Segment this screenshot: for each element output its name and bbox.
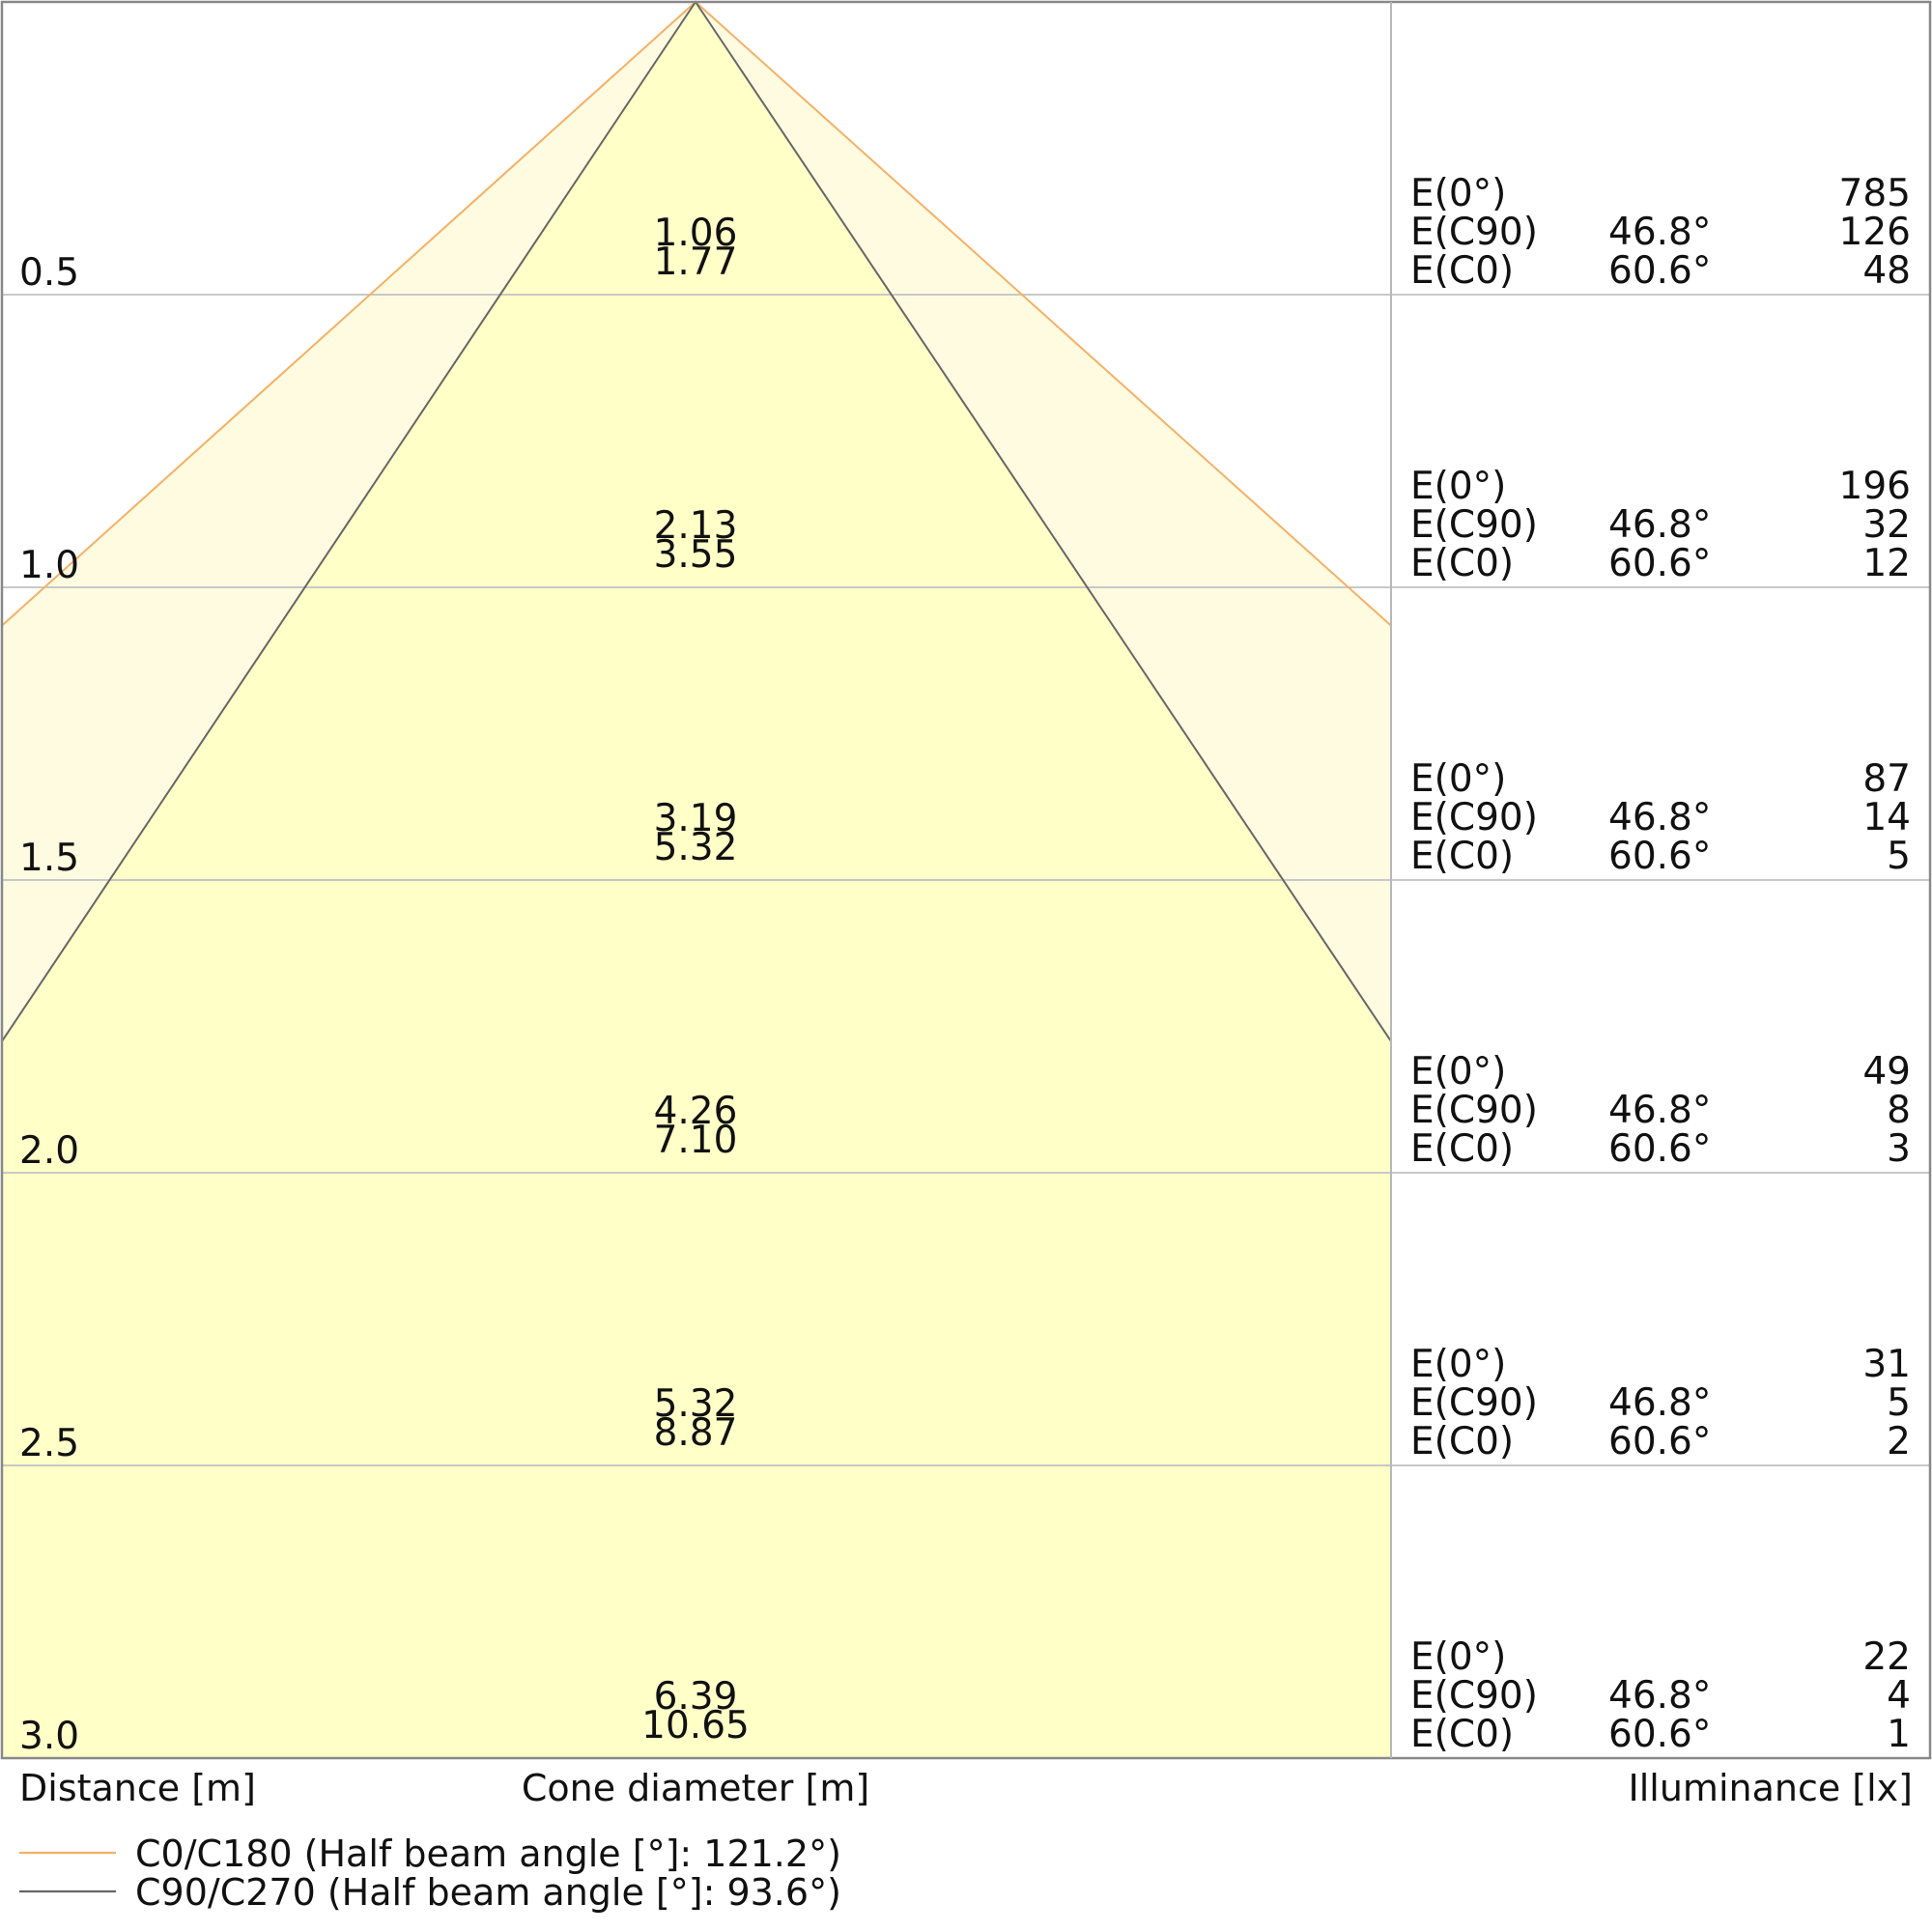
illuminance-value: 2 bbox=[1887, 1420, 1911, 1463]
illuminance-value: 8 bbox=[1887, 1089, 1911, 1132]
plot-border bbox=[0, 0, 1932, 1760]
distance-axis-label: Distance [m] bbox=[19, 1767, 256, 1809]
illuminance-value: 785 bbox=[1839, 172, 1911, 215]
distance-row: 0.5 1.061.77 E(0°) 785 E(C90) 46.8° 126 E(C0) 60… bbox=[19, 172, 1911, 295]
legend-label-c0: C0/C180 (Half beam angle [°]: 121.2°) bbox=[135, 1833, 841, 1875]
illuminance-angle: 46.8° bbox=[1608, 211, 1711, 254]
distance-tick-label: 2.0 bbox=[19, 1129, 79, 1173]
illuminance-value: 14 bbox=[1862, 796, 1911, 839]
cone-diameter-c90: 6.39 bbox=[654, 1675, 738, 1719]
illuminance-row-label: E(0°) bbox=[1410, 757, 1506, 801]
illuminance-value: 196 bbox=[1839, 465, 1911, 508]
illuminance-row-label: E(0°) bbox=[1410, 465, 1506, 508]
illuminance-value: 31 bbox=[1862, 1343, 1911, 1386]
illuminance-angle: 60.6° bbox=[1608, 1420, 1711, 1463]
distance-tick-label: 3.0 bbox=[19, 1715, 79, 1758]
illuminance-row-label: E(C90) bbox=[1410, 503, 1538, 547]
illuminance-angle: 60.6° bbox=[1608, 835, 1711, 878]
distance-rows: 0.5 1.061.77 E(0°) 785 E(C90) 46.8° 126 E(C0) 60… bbox=[19, 172, 1911, 1758]
illuminance-value: 126 bbox=[1839, 211, 1911, 254]
illuminance-row-label: E(0°) bbox=[1410, 1343, 1506, 1386]
illuminance-value: 4 bbox=[1887, 1674, 1911, 1718]
illuminance-angle: 46.8° bbox=[1608, 1089, 1711, 1132]
distance-row: 1.0 2.133.55 E(0°) 196 E(C90) 46.8° 32 E(C0) 60.… bbox=[19, 465, 1911, 587]
illuminance-row-label: E(C0) bbox=[1410, 1127, 1514, 1171]
cone-diameter-c90: 4.26 bbox=[654, 1090, 738, 1133]
illuminance-row-label: E(C90) bbox=[1410, 211, 1538, 254]
illuminance-angle: 46.8° bbox=[1608, 796, 1711, 839]
distance-tick-label: 1.0 bbox=[19, 544, 79, 587]
illuminance-row-label: E(C0) bbox=[1410, 1713, 1514, 1756]
cone-diameter-axis-label: Cone diameter [m] bbox=[522, 1767, 869, 1809]
grid-lines bbox=[2, 294, 1930, 1466]
illuminance-row-label: E(C90) bbox=[1410, 1674, 1538, 1718]
distance-tick-label: 0.5 bbox=[19, 251, 79, 295]
illuminance-row-label: E(0°) bbox=[1410, 172, 1506, 215]
cone-diameter-c90: 3.19 bbox=[654, 797, 738, 840]
illuminance-row-label: E(0°) bbox=[1410, 1050, 1506, 1094]
illuminance-angle: 60.6° bbox=[1608, 249, 1711, 293]
cone-diameter-c0: 8.87 bbox=[654, 1411, 738, 1455]
distance-row: 2.0 4.267.10 E(0°) 49 E(C90) 46.8° 8 E(C0) 60.6°… bbox=[19, 1050, 1911, 1173]
illuminance-row-label: E(C0) bbox=[1410, 249, 1514, 293]
distance-tick-label: 2.5 bbox=[19, 1422, 79, 1465]
illuminance-value: 48 bbox=[1862, 249, 1911, 293]
illuminance-value: 87 bbox=[1862, 757, 1911, 801]
illuminance-value: 22 bbox=[1862, 1635, 1911, 1679]
illuminance-row-label: E(C90) bbox=[1410, 796, 1538, 839]
illuminance-row-label: E(C90) bbox=[1410, 1089, 1538, 1132]
chart-frame bbox=[0, 0, 1932, 1760]
illuminance-row-label: E(C0) bbox=[1410, 542, 1514, 585]
illuminance-value: 3 bbox=[1887, 1127, 1911, 1171]
illuminance-axis-label: Illuminance [lx] bbox=[1629, 1767, 1913, 1809]
cone-diameter-c0: 3.55 bbox=[654, 533, 738, 577]
illuminance-row-label: E(0°) bbox=[1410, 1635, 1506, 1679]
distance-tick-label: 1.5 bbox=[19, 837, 79, 880]
illuminance-value: 49 bbox=[1862, 1050, 1911, 1094]
illuminance-angle: 60.6° bbox=[1608, 542, 1711, 585]
illuminance-value: 1 bbox=[1887, 1713, 1911, 1756]
cone-diameter-c90: 2.13 bbox=[654, 504, 738, 548]
illuminance-angle: 46.8° bbox=[1608, 1381, 1711, 1425]
illuminance-angle: 46.8° bbox=[1608, 1674, 1711, 1718]
illuminance-row-label: E(C0) bbox=[1410, 1420, 1514, 1463]
illuminance-row-label: E(C90) bbox=[1410, 1381, 1538, 1425]
illuminance-value: 12 bbox=[1862, 542, 1911, 585]
illuminance-angle: 60.6° bbox=[1608, 1713, 1711, 1756]
legend-label-c90: C90/C270 (Half beam angle [°]: 93.6°) bbox=[135, 1871, 841, 1914]
illuminance-row-label: E(C0) bbox=[1410, 835, 1514, 878]
illuminance-value: 5 bbox=[1887, 1381, 1911, 1425]
cone-diameter-c0: 10.65 bbox=[641, 1704, 750, 1747]
illuminance-angle: 60.6° bbox=[1608, 1127, 1711, 1171]
cone-diameter-c0: 1.77 bbox=[654, 241, 738, 284]
distance-row: 1.5 3.195.32 E(0°) 87 E(C90) 46.8° 14 E(C0) 60.6… bbox=[19, 757, 1911, 880]
cone-diameter-c0: 5.32 bbox=[654, 826, 738, 869]
legend: C0/C180 (Half beam angle [°]: 121.2°) C9… bbox=[19, 1833, 841, 1914]
illuminance-value: 32 bbox=[1862, 503, 1911, 547]
distance-row: 2.5 5.328.87 E(0°) 31 E(C90) 46.8° 5 E(C0) 60.6°… bbox=[19, 1343, 1911, 1465]
illuminance-value: 5 bbox=[1887, 835, 1911, 878]
illuminance-angle: 46.8° bbox=[1608, 503, 1711, 547]
cone-diameter-c90: 1.06 bbox=[654, 212, 738, 255]
cone-diameter-c0: 7.10 bbox=[654, 1119, 738, 1162]
cone-diameter-c90: 5.32 bbox=[654, 1382, 738, 1426]
